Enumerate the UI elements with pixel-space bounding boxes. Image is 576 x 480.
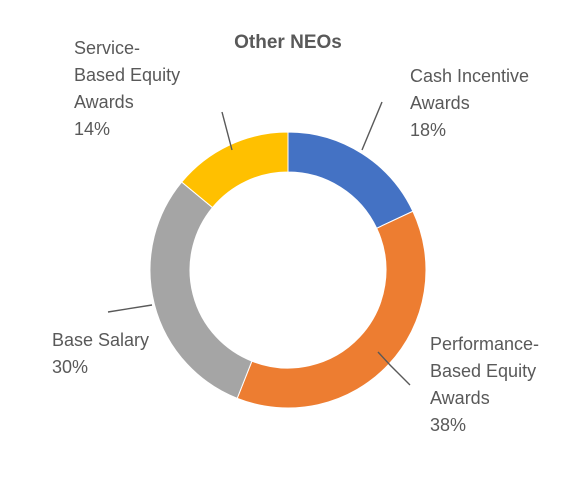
slice-cash-incentive-awards (287, 131, 414, 229)
leader-line (377, 351, 411, 386)
slice-label: Cash Incentive Awards 18% (410, 66, 529, 140)
slice-name-label: Cash Incentive (410, 66, 529, 86)
slice-label: Service- Based Equity Awards 14% (74, 38, 180, 139)
chart-title: Other NEOs (234, 32, 342, 53)
slice-service-based-equity-awards (180, 131, 289, 209)
slice-base-salary (149, 181, 253, 399)
leader-line (107, 304, 153, 313)
slice-value-label: 18% (410, 120, 446, 140)
slice-name-label: Awards (410, 93, 470, 113)
leader-line (361, 101, 383, 151)
slice-label: Base Salary 30% (52, 330, 149, 377)
leader-lines (107, 101, 411, 386)
slice-label: Performance- Based Equity Awards 38% (430, 334, 539, 435)
slice-name-label: Service- (74, 38, 140, 58)
slice-name-label: Awards (74, 92, 134, 112)
slice-name-label: Based Equity (74, 65, 180, 85)
donut-slices (149, 131, 427, 409)
slice-name-label: Based Equity (430, 361, 536, 381)
leader-line (221, 111, 233, 151)
slice-value-label: 14% (74, 119, 110, 139)
slice-name-label: Performance- (430, 334, 539, 354)
slice-name-label: Awards (430, 388, 490, 408)
slice-value-label: 30% (52, 357, 88, 377)
slice-name-label: Base Salary (52, 330, 149, 350)
slice-labels: Cash Incentive Awards 18% Performance- Based… (52, 38, 539, 435)
slice-value-label: 38% (430, 415, 466, 435)
slice-performance-based-equity-awards (236, 210, 427, 409)
